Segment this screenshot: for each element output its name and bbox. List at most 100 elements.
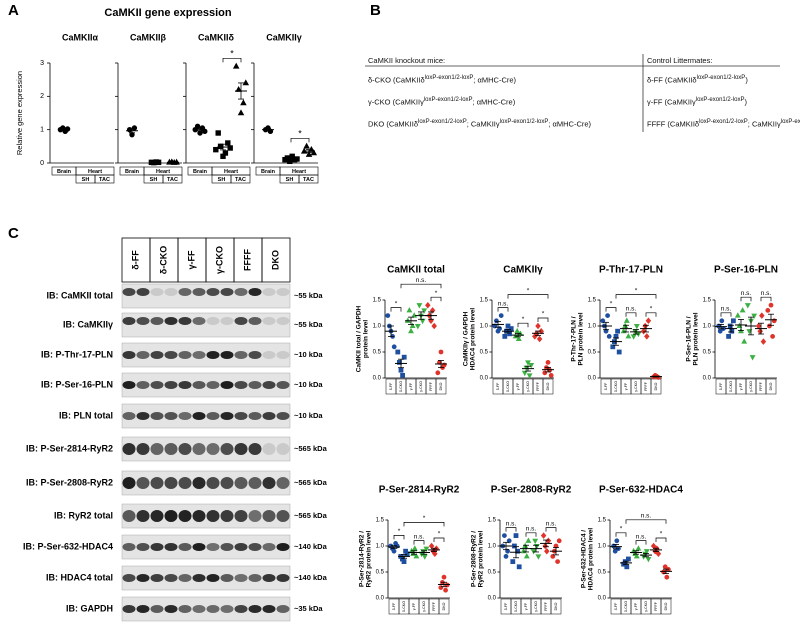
blot-strip	[121, 403, 291, 429]
blot-band	[122, 381, 136, 389]
data-point	[194, 123, 201, 130]
data-point	[746, 329, 753, 335]
data-point	[626, 556, 631, 562]
blot-strip	[121, 503, 291, 529]
blot-band	[178, 443, 192, 455]
data-point	[398, 367, 404, 373]
data-point	[391, 548, 397, 554]
data-point	[548, 373, 554, 378]
data-point	[391, 344, 397, 350]
group-label: Heart	[292, 169, 306, 175]
blot-band	[192, 381, 206, 389]
data-point	[719, 318, 725, 324]
significance-bracket	[545, 527, 557, 532]
blot-band	[220, 351, 234, 359]
data-point	[770, 334, 775, 339]
blot-band	[276, 543, 290, 551]
data-point	[734, 312, 741, 318]
y-tick-label: 0.0	[373, 376, 382, 382]
blot-band	[150, 477, 164, 489]
group-label: Brain	[125, 169, 140, 175]
significance-bracket	[413, 540, 425, 545]
y-tick-label: 0.0	[588, 376, 597, 382]
data-point	[508, 326, 514, 332]
blot-band	[276, 412, 290, 420]
category-box	[650, 378, 662, 395]
y-tick-label: 0.5	[598, 570, 607, 576]
category-box	[660, 598, 672, 615]
blot-band	[178, 351, 192, 359]
y-tick-label: 0.0	[598, 596, 607, 602]
data-point	[227, 145, 233, 151]
chart-title: CaMKIIγ	[503, 265, 543, 276]
group-label: SH	[150, 177, 158, 183]
chart-title: P-Ser-16-PLN	[714, 265, 778, 276]
data-point	[545, 360, 551, 365]
data-point	[633, 323, 640, 330]
data-point	[605, 313, 610, 319]
blot-band	[248, 605, 262, 613]
group-label: Heart	[88, 169, 102, 175]
group-label: Brain	[261, 169, 276, 175]
x-tick-label: FFFF	[759, 381, 763, 391]
significance-bracket	[740, 296, 752, 302]
blot-band	[276, 381, 290, 389]
blot-band	[262, 288, 276, 296]
blot-strip	[121, 470, 291, 496]
blot-size: ~55 kDa	[294, 291, 323, 300]
blot-band	[192, 477, 206, 489]
blot-band	[164, 288, 178, 296]
data-point	[506, 538, 512, 544]
y-tick-label: 0.5	[376, 570, 385, 576]
significance-bracket	[507, 294, 549, 299]
blot-band	[136, 317, 150, 325]
blot-strip	[121, 342, 291, 368]
significance-bracket	[393, 535, 405, 540]
blot-band	[234, 381, 248, 389]
group-label: Brain	[193, 169, 208, 175]
panel-label: C	[8, 225, 19, 242]
blot-band	[122, 574, 136, 582]
y-axis-label: RyR2 protein level	[366, 530, 373, 587]
data-point	[406, 307, 413, 313]
blot-band	[164, 351, 178, 359]
significance-bracket	[390, 307, 402, 312]
lane-label: δ-CKO	[158, 246, 168, 274]
blot-band	[122, 288, 136, 296]
chart-title: P-Ser-2814-RyR2	[379, 485, 460, 496]
y-axis-label: PLN protein level	[578, 312, 585, 365]
data-point	[510, 559, 516, 565]
blot-band	[248, 288, 262, 296]
x-tick-label: γ-FF	[739, 382, 743, 390]
blot-band	[178, 412, 192, 420]
data-point	[535, 554, 542, 560]
y-tick-label: 0.5	[703, 350, 712, 356]
blot-band	[150, 510, 164, 522]
data-point	[409, 322, 416, 329]
y-tick-label: 0.5	[373, 350, 382, 356]
significance-bracket	[222, 57, 242, 63]
blot-label: IB: P-Ser-2814-RyR2	[26, 443, 113, 453]
significance-bracket	[625, 312, 637, 317]
y-tick-label: 1.5	[488, 518, 497, 524]
group-box	[162, 174, 183, 184]
data-point	[525, 537, 532, 543]
blot-size: ~140 kDa	[294, 573, 328, 582]
blot-band	[248, 477, 262, 489]
blot-band	[262, 351, 276, 359]
data-point	[213, 146, 219, 153]
x-tick-label: γ-CKO	[422, 601, 426, 612]
blot-band	[220, 543, 234, 551]
blot-label: IB: CaMKII total	[47, 290, 114, 300]
y-axis-label: P-Ser-16-PLN /	[686, 316, 693, 361]
data-point	[644, 333, 650, 340]
y-axis-label: P-Ser-632-HDAC4 /	[581, 530, 588, 588]
blot-band	[150, 317, 164, 325]
chart-title: P-Ser-2808-RyR2	[491, 485, 572, 496]
data-point	[225, 140, 231, 146]
y-axis-label: RyR2 protein level	[478, 530, 485, 587]
blot-band	[276, 443, 290, 455]
blot-band	[136, 288, 150, 296]
significance-label: n.s.	[498, 300, 509, 307]
data-point	[760, 338, 767, 345]
